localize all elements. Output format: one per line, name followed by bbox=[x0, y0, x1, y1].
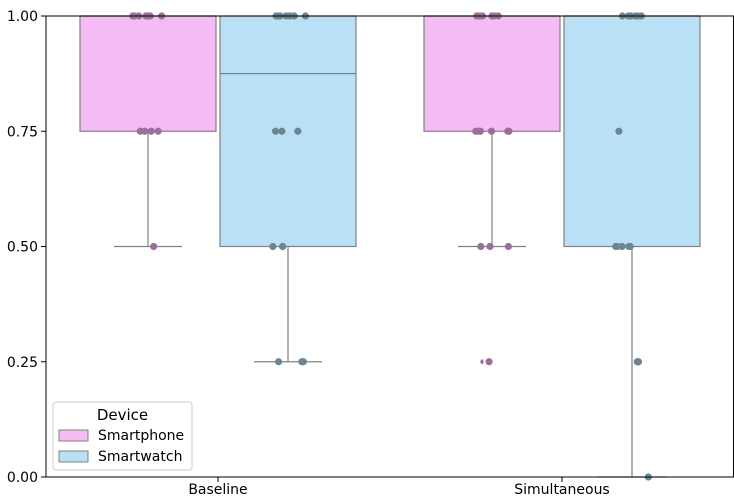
box-smartphone-baseline bbox=[79, 15, 217, 132]
data-point bbox=[147, 127, 155, 135]
data-point bbox=[505, 127, 513, 135]
y-tick-label: 0.75 bbox=[7, 124, 38, 140]
data-point bbox=[136, 127, 144, 135]
x-axis: Baseline Simultaneous bbox=[46, 476, 734, 498]
legend-swatch-smartphone bbox=[58, 429, 89, 442]
data-point bbox=[615, 127, 623, 135]
data-point bbox=[633, 358, 641, 366]
legend-label-smartwatch: Smartwatch bbox=[98, 449, 182, 465]
data-point bbox=[612, 242, 620, 251]
data-point bbox=[474, 127, 482, 135]
y-tick-label: 0.25 bbox=[7, 355, 38, 371]
data-point bbox=[486, 242, 494, 251]
data-point bbox=[485, 358, 493, 366]
legend-swatch-smartwatch bbox=[58, 450, 89, 463]
box-smartphone-simultaneous bbox=[423, 15, 561, 132]
data-point bbox=[154, 127, 162, 135]
y-tick-label: 0.50 bbox=[7, 240, 38, 256]
data-point bbox=[274, 358, 283, 366]
data-point bbox=[271, 127, 280, 135]
x-tick-label: Baseline bbox=[188, 482, 247, 498]
y-tick-label: 1.00 bbox=[7, 9, 38, 25]
x-tick-label: Simultaneous bbox=[514, 482, 609, 498]
data-point bbox=[278, 127, 286, 135]
data-point bbox=[269, 242, 277, 251]
outlier-marker bbox=[480, 358, 484, 365]
y-axis: 0.00 0.25 0.50 0.75 1.00 bbox=[7, 9, 47, 486]
data-point bbox=[477, 242, 485, 251]
legend: Device Smartphone Smartwatch bbox=[52, 401, 193, 471]
y-tick-label: 0.00 bbox=[7, 470, 38, 486]
data-point bbox=[625, 242, 633, 251]
box-smartwatch-baseline bbox=[219, 15, 357, 248]
data-point bbox=[279, 242, 287, 251]
legend-label-smartphone: Smartphone bbox=[98, 428, 184, 444]
data-point bbox=[298, 358, 306, 366]
plot-area bbox=[46, 12, 734, 481]
data-point bbox=[504, 242, 513, 251]
data-point bbox=[294, 127, 302, 135]
legend-title: Device bbox=[97, 406, 148, 424]
data-point bbox=[487, 127, 496, 135]
box-smartwatch-simultaneous bbox=[563, 15, 701, 248]
data-point bbox=[150, 242, 158, 251]
